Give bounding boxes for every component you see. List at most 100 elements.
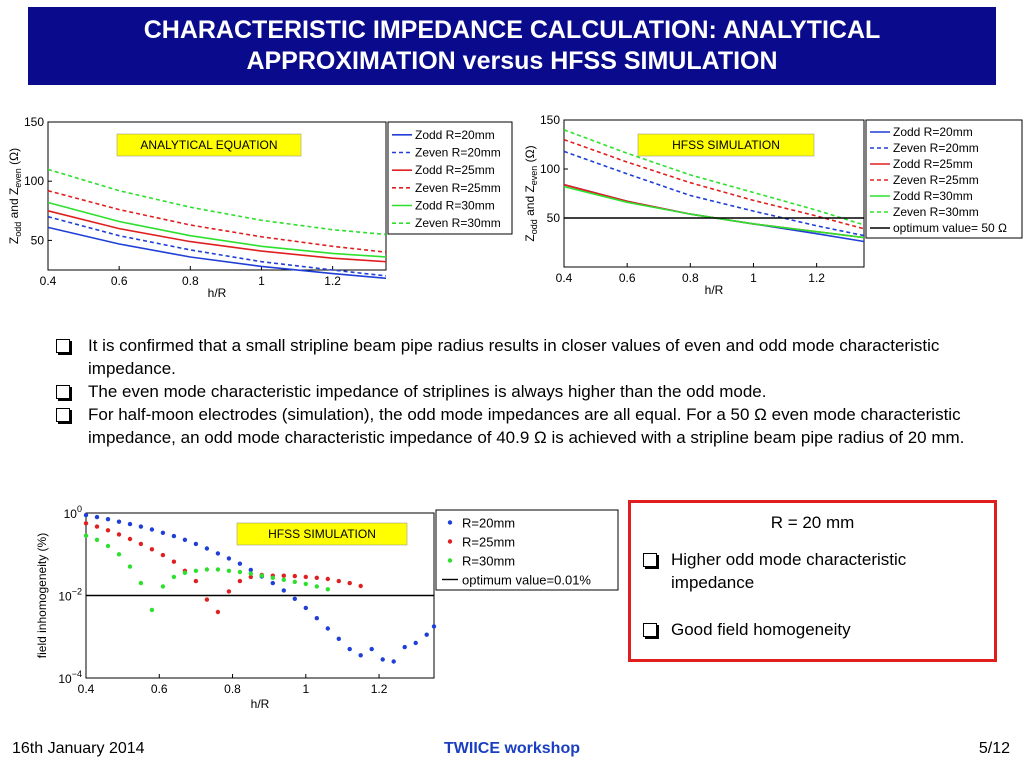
annotation-box [116,133,302,157]
series-line [47,215,387,277]
data-point [226,589,232,594]
y-tick-label: 50 [547,211,561,225]
legend-swatch [447,520,453,525]
data-point [193,578,199,584]
data-point [248,571,253,576]
legend-entry: Zeven R=30mm [893,205,979,219]
bullet-item: It is confirmed that a small stripline b… [56,334,986,380]
legend-entry: R=30mm [462,554,515,569]
data-point [160,530,166,535]
x-tick-label: 0.4 [78,682,95,696]
data-point [94,514,100,520]
y-tick-label: 150 [24,115,44,129]
legend-box [865,119,1023,239]
x-tick-label: 0.4 [556,271,573,285]
x-tick-label: 1 [750,271,757,285]
legend-entry: Zeven R=20mm [893,141,979,155]
series-line [47,201,387,258]
data-point [303,605,308,611]
title-banner: CHARACTERISTIC IMPEDANCE CALCULATION: AN… [28,7,996,85]
data-point [325,626,330,631]
legend-entry: Zeven R=20mm [415,146,501,160]
data-point [226,556,232,561]
x-tick-label: 1.2 [808,271,825,285]
checkbox-bullet-icon [56,339,70,353]
bullet-item: For half-moon electrodes (simulation), t… [56,403,986,449]
data-point [171,559,177,564]
series-line [47,189,387,253]
series-line [563,185,865,239]
series-line [47,226,387,280]
y-tick-label: 100 [64,504,82,521]
data-point [160,584,166,589]
legend-entry: Zodd R=30mm [893,189,973,203]
checkbox-bullet-icon [643,623,657,637]
x-tick-label: 0.4 [40,274,57,288]
footer-date: 16th January 2014 [12,740,145,757]
data-point [358,583,363,589]
legend-entry: Zodd R=25mm [415,163,495,177]
x-tick-label: 0.8 [224,682,241,696]
data-point [281,588,286,593]
data-point [94,524,100,529]
data-point [138,541,144,547]
data-point [116,532,122,537]
bullet-text: For half-moon electrodes (simulation), t… [88,405,965,447]
legend-entry: Zodd R=30mm [415,199,495,213]
series-line [563,129,865,226]
data-point [292,579,297,585]
checkbox-bullet-icon [56,385,70,399]
data-point [182,570,188,575]
data-point [281,577,286,582]
summary-item-text: Good field homogeneity [671,620,851,639]
data-point [402,644,407,650]
data-point [215,609,221,615]
x-tick-label: 0.6 [111,274,128,288]
data-point [303,581,308,587]
data-point [248,574,253,580]
data-point [204,567,210,572]
y-tick-label: 10−2 [58,587,82,604]
data-point [83,533,89,538]
legend-box [387,121,513,235]
y-tick-label: 100 [540,162,560,176]
data-point [259,573,264,578]
title-line-2: APPROXIMATION versus HFSS SIMULATION [246,47,778,75]
data-point [116,519,122,524]
footer-page-number: 5/12 [978,740,1010,757]
legend-entry: optimum value= 50 Ω [893,221,1007,235]
summary-heading: R = 20 mm [770,513,855,532]
summary-item-text: Higher odd mode characteristic impedance [671,550,907,592]
data-point [182,537,188,542]
data-point [303,574,308,580]
legend-entry: optimum value=0.01% [462,573,591,588]
x-tick-label: 1.2 [324,274,341,288]
data-point [336,578,341,584]
data-point [105,543,111,549]
legend-entry: Zodd R=25mm [893,157,973,171]
data-point [292,596,297,601]
checkbox-bullet-icon [643,553,657,567]
field-inhomogeneity-chart: 0.4 0.6 0.8 1 1.2 100 10−2 10−4 h/R field inhomog… [35,504,619,711]
analytical-impedance-chart: 0.4 0.6 0.8 1 1.2 50 100 150 h/R Zodd and Zeven (… [7,115,513,300]
data-point [138,580,144,586]
title-line-1: CHARACTERISTIC IMPEDANCE CALCULATION: AN… [143,16,881,44]
data-point [237,561,243,566]
data-point [105,517,111,522]
data-point [149,607,155,613]
legend-entry: Zodd R=20mm [893,125,973,139]
x-axis-label: h/R [705,283,724,297]
annotation-box [637,133,815,157]
data-point [347,580,352,586]
data-point [105,528,111,533]
series-line [47,210,387,263]
data-point [292,573,297,579]
data-point [380,657,385,662]
data-point [94,537,100,542]
x-tick-label: 0.6 [151,682,168,696]
legend-entry: Zeven R=25mm [893,173,979,187]
data-point [314,616,319,621]
data-point [193,568,199,573]
legend-entry: Zodd R=20mm [415,128,495,142]
data-point [215,551,221,556]
